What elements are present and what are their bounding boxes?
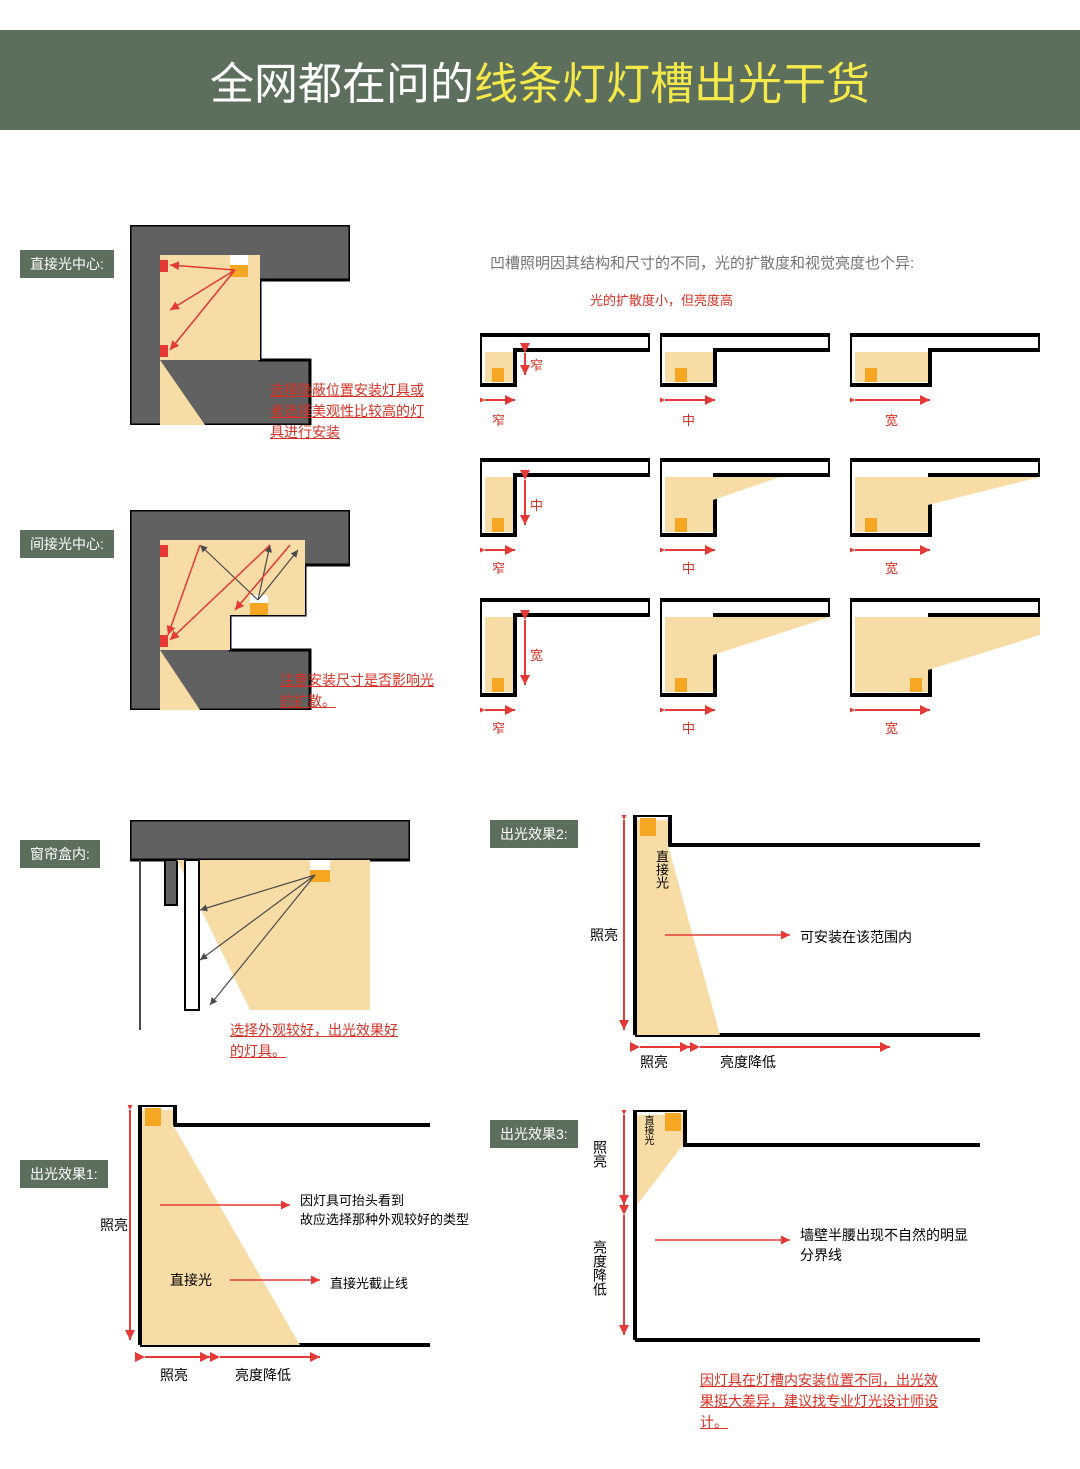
grid-header: 凹槽照明因其结构和尺寸的不同，光的扩散度和视觉亮度也个异: [490, 252, 914, 273]
note-effect3: 墙壁半腰出现不自然的明显分界线 [800, 1225, 970, 1265]
grid-r0-v: 窄 [530, 355, 543, 374]
grid-c0-h1: 窄 [492, 558, 505, 577]
grid-r1-v: 中 [530, 495, 543, 514]
tag-indirect-center: 间接光中心: [20, 530, 114, 558]
grid-c0-h2: 窄 [492, 718, 505, 737]
effect3-direct-v: 直接光 [640, 1115, 655, 1145]
grid-c1-h1: 中 [682, 558, 695, 577]
effect3-bright-down-v: 亮度降低 [590, 1240, 610, 1296]
tag-effect1: 出光效果1: [20, 1160, 108, 1188]
tag-direct-center: 直接光中心: [20, 250, 114, 278]
note-indirect: 注意安装尺寸是否影响光的扩散。 [280, 670, 440, 712]
note-direct: 选择隐蔽位置安装灯具或者选择美观性比较高的灯具进行安装 [270, 380, 430, 443]
note-effect1a: 因灯具可抬头看到 故应选择那种外观较好的类型 [300, 1190, 469, 1228]
note-bottom: 因灯具在灯槽内安装位置不同，出光效果挺大差异，建议找专业灯光设计师设计。 [700, 1370, 940, 1433]
grid-cell-22 [850, 595, 1040, 735]
effect2-bright-down: 亮度降低 [720, 1052, 776, 1072]
header-text-2: 线条灯灯槽出光干货 [474, 48, 870, 112]
note-curtain: 选择外观较好，出光效果好的灯具。 [230, 1020, 410, 1062]
effect1-illum-h: 照亮 [160, 1365, 188, 1385]
effect1-direct: 直接光 [170, 1270, 212, 1290]
grid-cell-11 [660, 450, 830, 570]
grid-c1-h0: 中 [682, 410, 695, 429]
grid-cell-02 [850, 315, 1040, 425]
note-effect1b: 直接光截止线 [330, 1273, 408, 1292]
tag-effect2: 出光效果2: [490, 820, 578, 848]
grid-cell-00 [480, 315, 650, 425]
effect2-illum-v: 照亮 [590, 925, 618, 945]
diagram-effect1 [120, 1105, 430, 1365]
effect2-illum-h: 照亮 [640, 1052, 668, 1072]
grid-r2-v: 宽 [530, 645, 543, 664]
note-effect2: 可安装在该范围内 [800, 927, 912, 947]
diagram-curtain-box [130, 820, 410, 1030]
header-text-1: 全网都在问的 [210, 48, 474, 112]
effect3-illum-v: 照亮 [590, 1140, 610, 1168]
tag-effect3: 出光效果3: [490, 1120, 578, 1148]
header-banner: 全网都在问的 线条灯灯槽出光干货 [0, 30, 1080, 130]
effect2-direct-v: 直接光 [652, 850, 671, 889]
grid-cell-01 [660, 315, 830, 425]
grid-cell-21 [660, 595, 830, 735]
effect1-illum-v: 照亮 [100, 1215, 128, 1235]
grid-c2-h1: 宽 [885, 558, 898, 577]
grid-cell-10 [480, 450, 650, 570]
grid-c0-h0: 窄 [492, 410, 505, 429]
grid-c2-h0: 宽 [885, 410, 898, 429]
grid-cell-20 [480, 595, 650, 735]
effect1-bright-down: 亮度降低 [235, 1365, 291, 1385]
grid-c2-h2: 宽 [885, 718, 898, 737]
tag-curtain-box: 窗帘盒内: [20, 840, 100, 868]
grid-cell-12 [850, 450, 1040, 570]
grid-sub: 光的扩散度小，但亮度高 [590, 290, 733, 309]
grid-c1-h2: 中 [682, 718, 695, 737]
